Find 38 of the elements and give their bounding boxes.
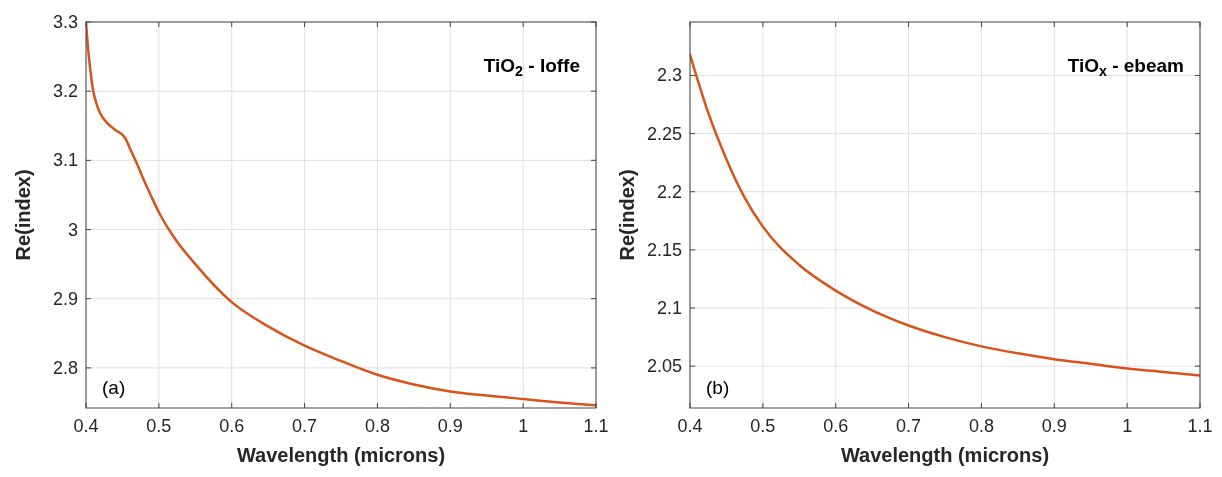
x-tick-label: 1 [1122,416,1133,436]
y-axis-title: Re(index) [12,169,34,261]
annotation: (a) [102,377,126,398]
y-tick-label: 3.2 [52,81,78,102]
y-tick-label: 2.15 [646,239,682,260]
x-axis-title: Wavelength (microns) [236,444,446,466]
line-series [86,22,596,407]
y-tick-label: 2.2 [656,181,682,202]
y-tick-label: 2.1 [656,298,682,319]
annotation: (b) [706,377,730,398]
x-tick-label: 0.5 [750,416,776,436]
x-tick-label: 1.1 [1187,416,1213,436]
x-tick-label: 0.8 [968,416,994,436]
x-tick-label: 0.8 [364,416,390,436]
x-tick-label: 0.7 [896,416,922,436]
y-tick-label: 2.05 [646,356,682,377]
x-tick-label: 0.4 [73,416,99,436]
line-series [690,53,1200,377]
x-tick-label: 0.5 [146,416,172,436]
x-tick-label: 0.6 [219,416,245,436]
x-tick-label: 0.4 [677,416,703,436]
x-tick-label: 1 [518,416,529,436]
annotation: TiO$_{2}$ - Ioffe [483,55,580,80]
y-tick-label: 3 [67,219,78,240]
y-tick-label: 2.25 [646,123,682,144]
x-tick-label: 0.9 [1041,416,1067,436]
x-tick-label: 1.1 [583,416,609,436]
x-tick-label: 0.6 [823,416,849,436]
y-tick-label: 3.3 [52,12,78,32]
y-tick-label: 2.8 [52,357,78,378]
x-tick-label: 0.9 [437,416,463,436]
y-tick-label: 2.3 [656,65,682,86]
y-axis-title: Re(index) [616,169,638,261]
x-axis-title: Wavelength (microns) [840,444,1050,466]
y-tick-label: 3.1 [52,150,78,171]
x-tick-label: 0.7 [292,416,318,436]
y-tick-label: 2.9 [52,288,78,309]
annotation: TiO$_{x}$ - ebeam [1067,55,1184,80]
